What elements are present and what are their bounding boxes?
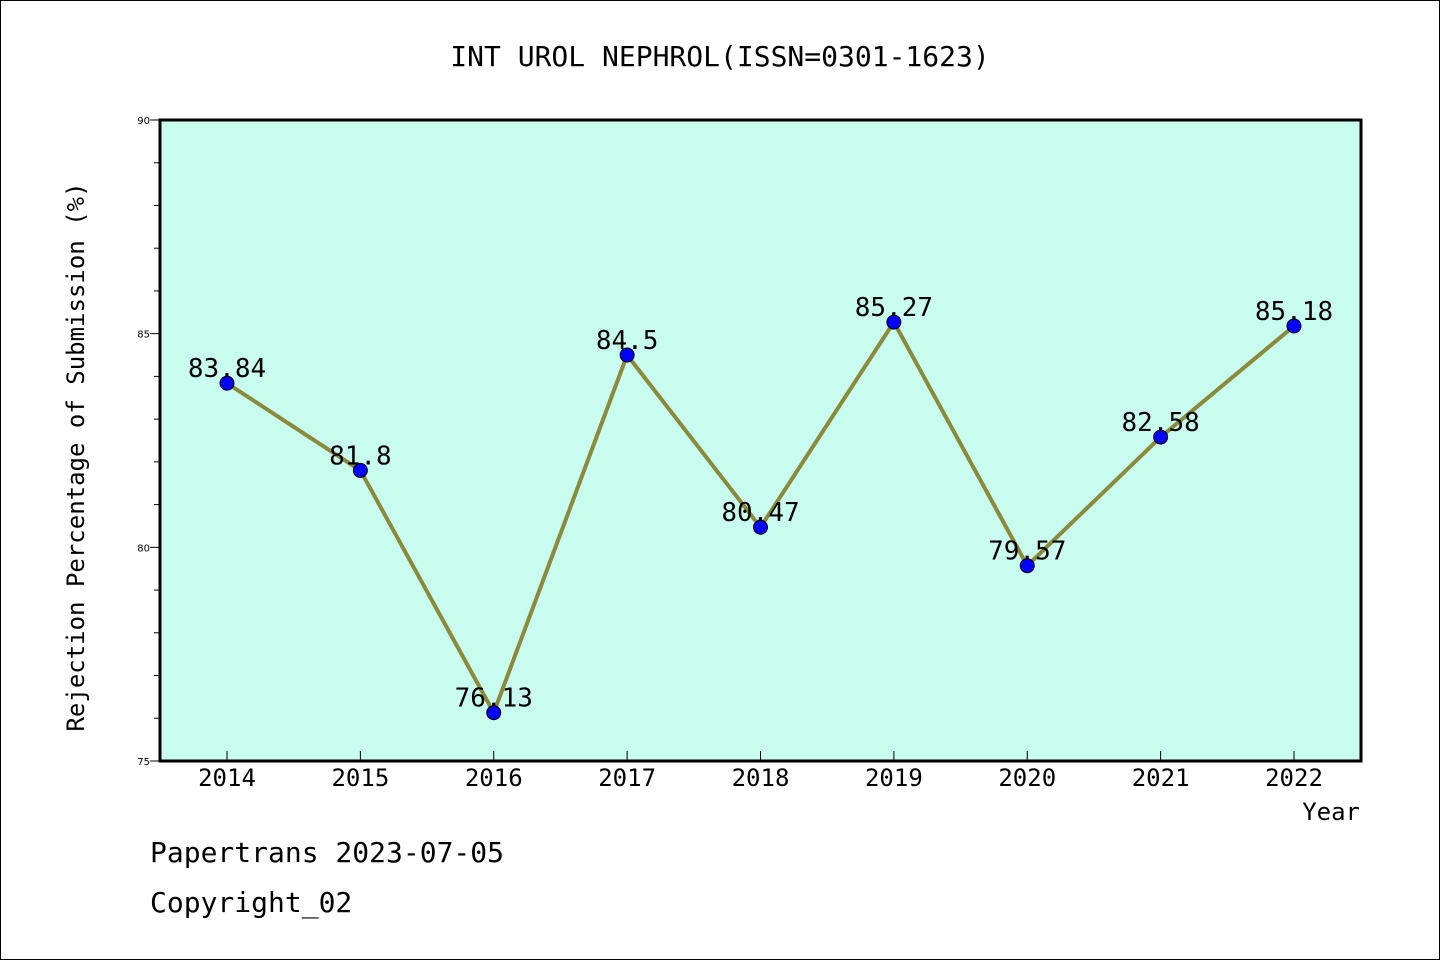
x-tick-label: 2021 xyxy=(1132,764,1190,792)
footer-source: Papertrans 2023-07-05 xyxy=(150,836,505,869)
x-tick-label: 2019 xyxy=(865,764,923,792)
x-tick-label: 2018 xyxy=(732,764,790,792)
x-axis: 2014 2015 2016 2017 2018 2019 2020 2021 2022 xyxy=(198,751,1323,792)
data-label: 84.5 xyxy=(596,326,659,356)
data-point xyxy=(1153,429,1169,445)
x-tick-label: 2017 xyxy=(598,764,656,792)
data-labels-layer: 83.84 81.8 76.13 84.5 80.47 85.27 79.57 82.58 85… xyxy=(188,293,1333,714)
x-tick-label: 2014 xyxy=(198,764,256,792)
y-axis: 75 80 85 90 xyxy=(137,116,160,768)
chart-title: INT UROL NEPHROL(ISSN=0301-1623) xyxy=(450,40,989,73)
x-axis-label: Year xyxy=(1302,798,1360,826)
x-tick-label: 2022 xyxy=(1265,764,1323,792)
data-point xyxy=(619,347,635,363)
y-tick-label: 85 xyxy=(137,330,150,341)
data-label: 79.57 xyxy=(988,537,1066,567)
footer-copyright: Copyright_02 xyxy=(150,886,353,919)
y-tick-label: 80 xyxy=(137,543,150,554)
data-label: 81.8 xyxy=(329,441,392,471)
data-point xyxy=(753,519,768,535)
data-label: 76.13 xyxy=(455,684,533,714)
data-point xyxy=(886,314,902,330)
data-point xyxy=(219,375,235,391)
data-label: 83.84 xyxy=(188,354,266,384)
data-point xyxy=(1286,318,1302,334)
data-label: 85.27 xyxy=(855,293,933,323)
x-tick-label: 2020 xyxy=(998,764,1056,792)
data-label: 85.18 xyxy=(1255,297,1333,327)
data-label: 82.58 xyxy=(1121,408,1199,438)
y-tick-label: 90 xyxy=(137,116,150,127)
y-axis-label: Rejection Percentage of Submission (%) xyxy=(62,182,90,731)
x-tick-label: 2015 xyxy=(331,764,389,792)
data-label: 80.47 xyxy=(721,498,799,528)
data-points-layer xyxy=(219,314,1302,721)
data-point xyxy=(486,705,502,721)
y-tick-label: 75 xyxy=(137,757,150,768)
x-tick-label: 2016 xyxy=(465,764,523,792)
data-point xyxy=(352,462,368,478)
data-point xyxy=(1019,558,1035,574)
